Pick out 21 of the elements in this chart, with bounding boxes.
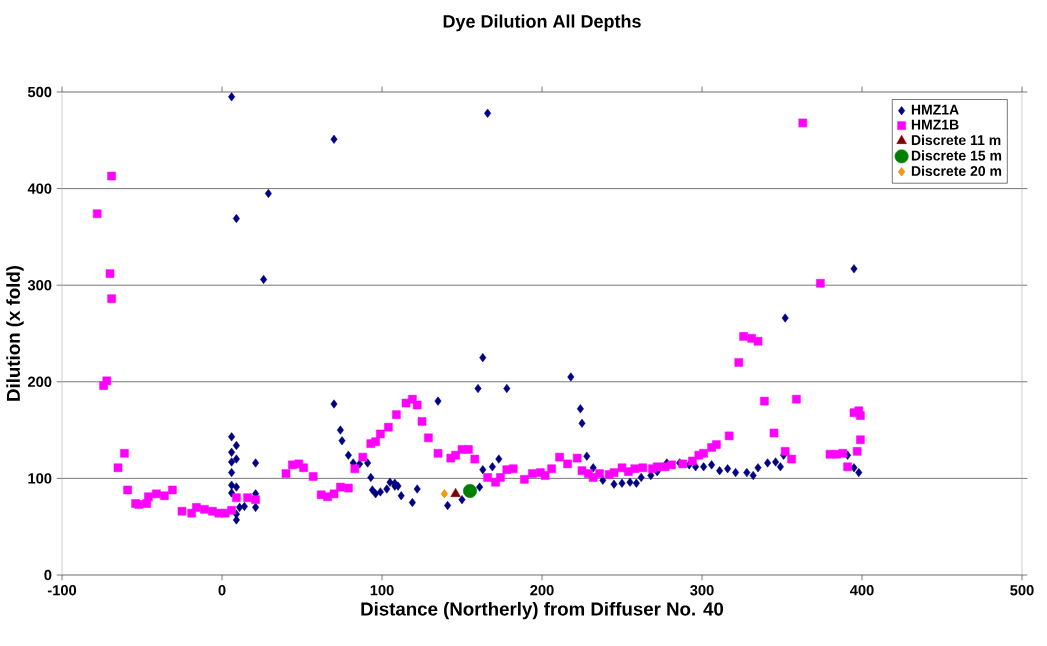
legend-label: HMZ1B xyxy=(911,119,959,130)
x-tick-label: 0 xyxy=(218,585,226,596)
legend-label: Discrete 20 m xyxy=(911,165,1002,177)
x-tick-label: 300 xyxy=(690,585,714,596)
y-tick-label: 0 xyxy=(44,569,52,581)
y-tick-label: 200 xyxy=(28,376,52,387)
x-tick-label: 400 xyxy=(849,585,874,596)
x-tick-label: 100 xyxy=(370,585,394,596)
legend-label: HMZ1A xyxy=(911,104,959,115)
y-tick-label: 100 xyxy=(28,473,52,484)
x-tick-label: 200 xyxy=(530,585,554,596)
chart-title: Dye Dilution All Depths xyxy=(443,14,641,32)
legend-label: Discrete 15 m xyxy=(911,150,1002,161)
y-tick-label: 300 xyxy=(27,280,52,291)
x-tick-label: 500 xyxy=(1010,585,1034,596)
y-tick-label: 400 xyxy=(27,183,52,194)
legend-label: Discrete 11 m xyxy=(911,134,1001,146)
x-axis-title: Distance (Northerly) from Diffuser No. 40 xyxy=(361,601,724,620)
x-tick-label: -100 xyxy=(47,585,77,596)
y-axis-title: Dilution (x fold) xyxy=(6,265,24,401)
y-tick-label: 500 xyxy=(27,86,52,98)
